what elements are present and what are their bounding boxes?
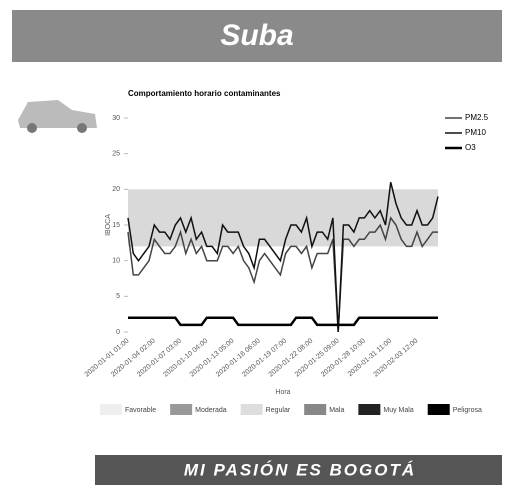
footer-bar xyxy=(95,455,502,485)
band-legend-swatch xyxy=(100,404,122,415)
x-tick-label: 2020-01-16 06:00 xyxy=(215,338,262,379)
line-series xyxy=(128,316,438,327)
line-series xyxy=(127,182,439,333)
x-tick-label: 2020-01-13 05:00 xyxy=(189,338,236,379)
x-tick-label: 2020-01-10 04:00 xyxy=(162,338,209,379)
y-tick-label: 0 xyxy=(116,329,120,336)
y-tick-label: 15 xyxy=(112,222,120,229)
band-legend-swatch xyxy=(358,404,381,415)
header-title: Suba xyxy=(220,19,293,52)
band-legend-swatch xyxy=(240,404,263,415)
x-tick-label: 2020-01-22 08:00 xyxy=(268,338,315,379)
x-tick-label: 2020-01-07 03:00 xyxy=(136,338,183,379)
y-tick-label: 25 xyxy=(112,151,120,158)
line-series xyxy=(127,216,438,333)
band-legend-swatch xyxy=(170,404,193,415)
band-legend-label: Regular xyxy=(266,407,291,414)
car-icon xyxy=(18,100,97,133)
band-legend-swatch xyxy=(304,404,327,415)
footer-text: MI PASIÓN ES BOGOTÁ xyxy=(184,460,416,479)
band-legend-label: Muy Mala xyxy=(383,407,413,414)
header-bar xyxy=(12,10,502,62)
y-tick-label: 20 xyxy=(112,186,120,193)
x-tick-label: 2020-01-25 09:00 xyxy=(294,338,341,379)
x-tick-label: 2020-02-03 12:00 xyxy=(373,338,420,379)
legend-label: PM10 xyxy=(465,128,486,137)
band-legend-label: Moderada xyxy=(195,407,227,414)
chart-title: Comportamiento horario contaminantes xyxy=(128,89,281,98)
legend-label: O3 xyxy=(465,143,476,152)
band-legend-label: Favorable xyxy=(125,407,156,414)
x-tick-label: 2020-01-01 01:00 xyxy=(84,338,131,379)
band-legend-label: Mala xyxy=(329,407,344,414)
legend-label: PM2.5 xyxy=(465,113,489,122)
y-axis-label: IBOCA xyxy=(105,214,112,236)
y-tick-label: 10 xyxy=(112,258,120,265)
x-tick-label: 2020-01-28 10:00 xyxy=(320,338,367,379)
x-axis-label: Hora xyxy=(275,389,290,396)
band-legend-swatch xyxy=(427,404,450,415)
y-tick-label: 30 xyxy=(112,115,120,122)
band-legend-label: Peligrosa xyxy=(453,407,482,414)
y-tick-label: 5 xyxy=(116,293,120,300)
x-tick-label: 2020-01-19 07:00 xyxy=(241,338,288,379)
x-tick-label: 2020-01-04 02:00 xyxy=(110,338,157,379)
